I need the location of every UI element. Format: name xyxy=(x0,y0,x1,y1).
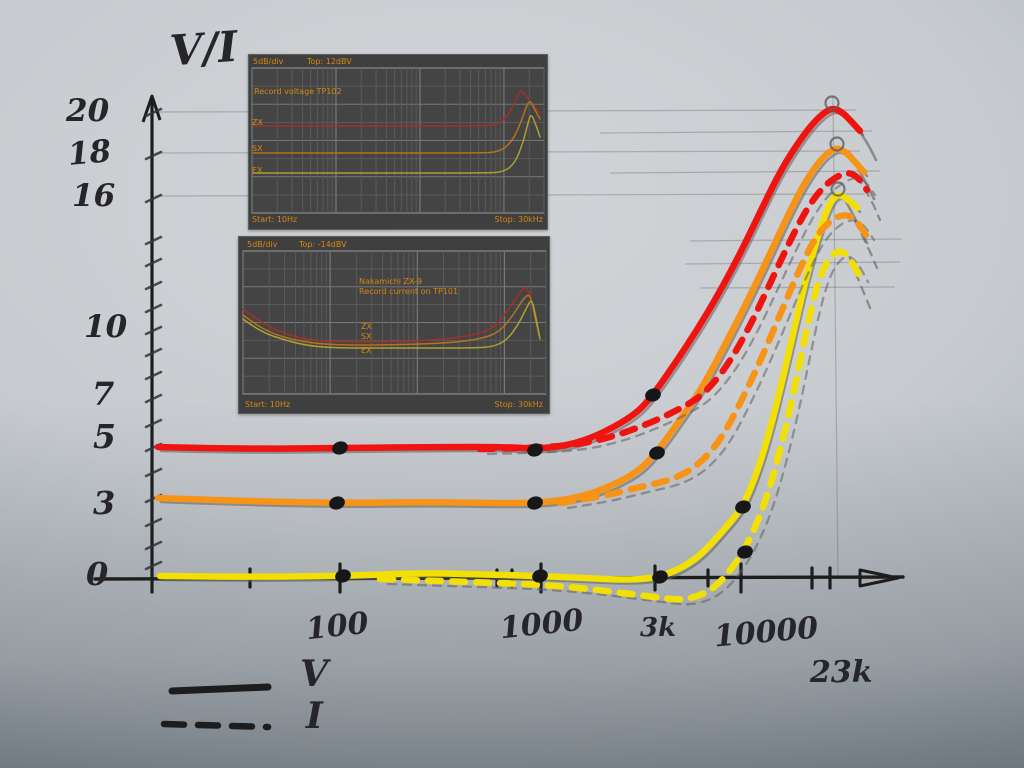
analyzer-grid-current xyxy=(242,250,547,395)
x-label-23k: 23k xyxy=(810,655,873,690)
inset2-stop-freq: Stop: 30kHz xyxy=(494,400,543,409)
inset2-annotation-line2: Record current on TP101 xyxy=(359,287,459,296)
y-tick-label-7: 7 xyxy=(92,375,115,413)
y-tick-label-5: 5 xyxy=(93,417,116,456)
inset2-annotation-line1: Nakamichi ZX-9 xyxy=(359,277,423,286)
inset2-curve-label-zx: ZX xyxy=(361,322,372,331)
inset2-curve-label-ex: EX xyxy=(361,346,372,355)
x-tick-label-3k: 3k xyxy=(640,613,677,643)
y-axis-title: V/I xyxy=(168,21,240,76)
inset1-curve-label-sx: SX xyxy=(252,144,263,153)
analyzer-inset-current: 5dB/div Top: -14dBV Nakamichi ZX-9 Recor… xyxy=(238,236,550,414)
legend-dashed-label: I xyxy=(306,695,323,737)
x-tick-label-100: 100 xyxy=(304,605,371,648)
y-tick-label-20: 20 xyxy=(66,93,110,129)
y-tick-label-0: 0 xyxy=(86,555,109,593)
inset1-top-ref: Top: 12dBV xyxy=(307,57,352,66)
y-tick-label-10: 10 xyxy=(84,309,128,345)
inset1-annotation: Record voltage TP102 xyxy=(254,87,342,96)
inset1-curve-label-ex: EX xyxy=(252,166,263,175)
inset2-start-freq: Start: 10Hz xyxy=(245,400,291,409)
inset2-top-ref: Top: -14dBV xyxy=(299,240,347,249)
y-tick-label-3: 3 xyxy=(93,484,116,522)
y-tick-label-18: 18 xyxy=(66,133,113,173)
inset2-curve-label-sx: SX xyxy=(361,332,372,341)
x-tick-label-10000: 10000 xyxy=(712,610,820,655)
x-tick-label-1000: 1000 xyxy=(498,602,586,647)
inset1-curve-label-zx: ZX xyxy=(252,118,263,127)
inset1-db-per-div: 5dB/div xyxy=(253,57,284,66)
inset2-db-per-div: 5dB/div xyxy=(247,240,278,249)
inset1-start-freq: Start: 10Hz xyxy=(252,215,298,224)
inset1-stop-freq: Stop: 30kHz xyxy=(494,215,543,224)
analyzer-grid-voltage xyxy=(251,67,545,214)
legend-solid-label: V xyxy=(300,653,328,695)
analyzer-inset-voltage: 5dB/div Top: 12dBV Record voltage TP102 … xyxy=(248,54,548,230)
y-tick-label-16: 16 xyxy=(72,178,116,214)
